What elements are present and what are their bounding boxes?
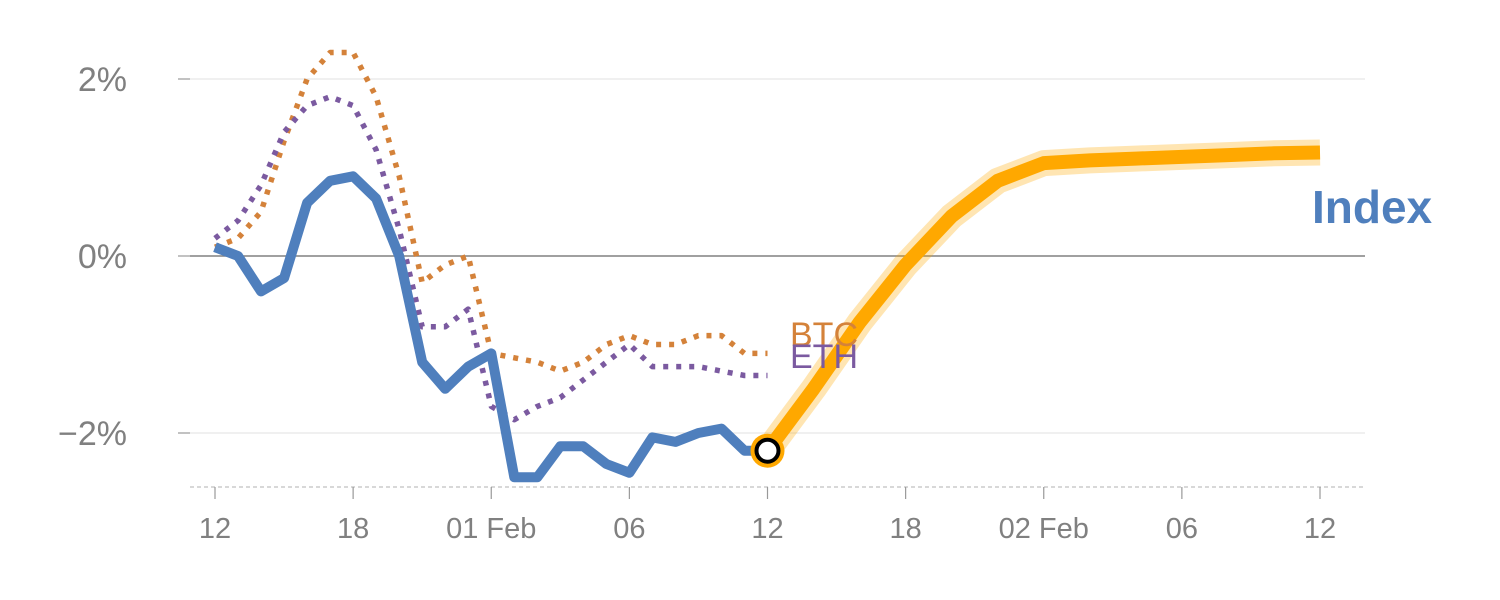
series-line-index (213, 171, 768, 483)
series-eth (213, 93, 768, 423)
x-tick-label-8: 12 (1304, 513, 1336, 545)
projection-line (761, 145, 1321, 455)
label-layer: BTC ETH Index (790, 181, 1433, 376)
series-line-eth (213, 93, 768, 423)
x-tick-label-1: 18 (337, 513, 369, 545)
axis-layer: 2% 0% −2% 12 18 01 Feb 06 12 18 02 Feb 06 12 (58, 61, 1365, 545)
x-tick-label-0: 12 (199, 513, 231, 545)
series-label-btc: BTC (790, 316, 858, 354)
series-index (213, 171, 768, 483)
y-tick-label-1: 0% (78, 238, 127, 276)
grid-layer (190, 78, 1365, 434)
y-tick-label-2: −2% (58, 415, 127, 453)
series-line-btc (214, 49, 768, 374)
series-layer (213, 49, 1321, 483)
junction-marker (754, 437, 781, 464)
x-tick-label-2: 01 Feb (446, 513, 536, 545)
x-tick-label-6: 02 Feb (999, 513, 1089, 545)
series-label-eth: ETH (790, 338, 858, 376)
y-tick-label-0: 2% (78, 61, 127, 99)
projection-glow-line (757, 139, 1321, 459)
x-tick-label-3: 06 (613, 513, 645, 545)
x-tick-label-4: 12 (751, 513, 783, 545)
series-btc (214, 49, 768, 374)
series-label-index: Index (1312, 181, 1433, 233)
x-tick-label-7: 06 (1166, 513, 1198, 545)
x-tick-label-5: 18 (889, 513, 921, 545)
